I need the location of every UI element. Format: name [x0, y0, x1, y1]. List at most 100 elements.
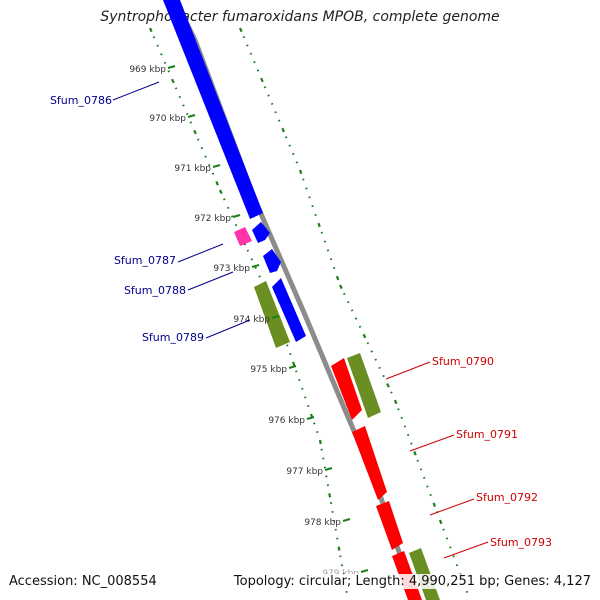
gc-skew-mark: [246, 249, 250, 252]
gc-skew-mark: [422, 476, 426, 479]
gc-skew-mark: [305, 187, 308, 190]
accession-text: Accession: NC_008554: [9, 574, 157, 589]
gc-track-right: [238, 27, 469, 593]
gc-skew-mark: [354, 317, 358, 320]
ruler-tick: [342, 518, 351, 522]
gene-label-sfum-0789[interactable]: Sfum_0789: [142, 331, 204, 344]
gc-skew-mark: [295, 161, 299, 164]
ruler-tick: [306, 416, 315, 420]
ruler-tick: [288, 365, 297, 369]
gc-skew-mark: [335, 275, 340, 281]
gc-skew-mark: [442, 528, 445, 531]
genome-title: Syntrophobacter fumaroxidans MPOB, compl…: [100, 9, 500, 25]
gc-skew-mark: [358, 325, 362, 328]
gc-skew-mark: [316, 431, 319, 434]
gc-skew-mark: [366, 342, 370, 345]
gc-skew-mark: [374, 358, 377, 361]
gc-skew-mark: [211, 172, 215, 175]
gc-skew-mark: [152, 36, 156, 39]
gc-skew-mark: [200, 146, 204, 150]
gene-label-sfum-0788[interactable]: Sfum_0788: [124, 284, 186, 297]
gc-skew-mark: [253, 61, 256, 64]
cds-sfum-0792[interactable]: [376, 501, 403, 550]
gc-skew-mark: [234, 223, 238, 227]
gc-skew-mark: [295, 370, 298, 373]
gc-skew-mark: [298, 379, 301, 382]
gc-skew-mark: [274, 111, 277, 114]
ruler-tick: [232, 214, 241, 218]
gene-labels-left: Sfum_0786 Sfum_0787 Sfum_0788 Sfum_0789: [50, 81, 251, 344]
gc-skew-mark: [413, 451, 417, 456]
cds-sfum-0791[interactable]: [352, 426, 387, 500]
gc-skew-mark: [452, 555, 455, 558]
ruler-tick: [167, 65, 176, 69]
cds-sfum-0789[interactable]: [272, 278, 306, 342]
gc-skew-mark: [328, 493, 332, 498]
ruler-label: 972 kbp: [194, 214, 231, 224]
gc-skew-mark: [219, 189, 223, 195]
gc-skew-mark: [329, 258, 333, 261]
gene-label-sfum-0793[interactable]: Sfum_0793: [490, 536, 552, 549]
gc-skew-mark: [320, 231, 324, 234]
gc-skew-mark: [286, 344, 289, 347]
gc-skew-mark: [246, 44, 249, 47]
gc-skew-mark: [332, 266, 336, 270]
gc-skew-mark: [386, 383, 390, 388]
gc-skew-mark: [397, 408, 400, 411]
gc-skew-mark: [284, 136, 288, 139]
cds-sfum-0790[interactable]: [331, 358, 362, 420]
gene-label-sfum-0791[interactable]: Sfum_0791: [456, 428, 518, 441]
feature-0789-olive[interactable]: [254, 281, 290, 348]
cds-sfum-0787[interactable]: [252, 222, 270, 243]
gc-skew-mark: [254, 266, 257, 270]
gene-label-sfum-0792[interactable]: Sfum_0792: [476, 491, 538, 504]
gc-skew-mark: [370, 350, 374, 353]
gc-skew-mark: [350, 309, 354, 312]
ruler-tick: [251, 264, 260, 268]
rna-feature[interactable]: [234, 227, 252, 246]
gc-skew-mark: [160, 53, 163, 56]
gc-skew-mark: [311, 205, 314, 208]
gc-skew-mark: [226, 206, 230, 210]
gc-skew-mark: [302, 178, 305, 181]
gene-label-sfum-0790[interactable]: Sfum_0790: [432, 355, 494, 368]
gc-skew-mark: [223, 198, 226, 201]
gc-skew-mark: [208, 164, 211, 167]
gc-skew-mark: [346, 300, 350, 304]
gc-skew-mark: [317, 222, 321, 228]
gc-skew-mark: [250, 258, 254, 261]
gene-label-sfum-0787[interactable]: Sfum_0787: [114, 254, 176, 267]
gc-skew-mark: [204, 155, 207, 158]
gc-skew-mark: [426, 485, 429, 488]
feature-0790-olive[interactable]: [347, 353, 381, 418]
gc-skew-mark: [178, 95, 182, 99]
gc-skew-mark: [301, 387, 304, 390]
gc-skew-mark: [174, 87, 178, 90]
gc-skew-mark: [193, 129, 197, 135]
gene-label-sfum-0786[interactable]: Sfum_0786: [50, 94, 112, 107]
ruler-tick: [360, 569, 369, 573]
gc-skew-mark: [189, 121, 193, 124]
gc-skew-mark: [318, 439, 322, 445]
gc-skew-mark: [362, 333, 367, 339]
genome-stats-text: Topology: circular; Length: 4,990,251 bp…: [233, 574, 591, 589]
gc-skew-mark: [292, 152, 295, 156]
gc-skew-mark: [291, 361, 296, 367]
ruler-label: 978 kbp: [304, 518, 341, 528]
gc-skew-mark: [382, 374, 385, 378]
gc-skew-mark: [230, 215, 234, 218]
cds-sfum-0786[interactable]: [163, 0, 263, 219]
gc-skew-mark: [270, 102, 274, 106]
gc-skew-mark: [258, 275, 261, 278]
gc-skew-mark: [281, 127, 285, 133]
gc-skew-mark: [256, 69, 260, 72]
ruler-label: 973 kbp: [213, 264, 250, 274]
gc-skew-mark: [277, 119, 281, 122]
gc-skew-mark: [313, 422, 316, 425]
gc-skew-mark: [238, 27, 243, 33]
gc-skew-mark: [308, 196, 311, 199]
cds-sfum-0788[interactable]: [263, 249, 281, 273]
gc-skew-mark: [326, 249, 330, 252]
gc-skew-mark: [215, 181, 219, 186]
gc-skew-mark: [288, 144, 291, 147]
